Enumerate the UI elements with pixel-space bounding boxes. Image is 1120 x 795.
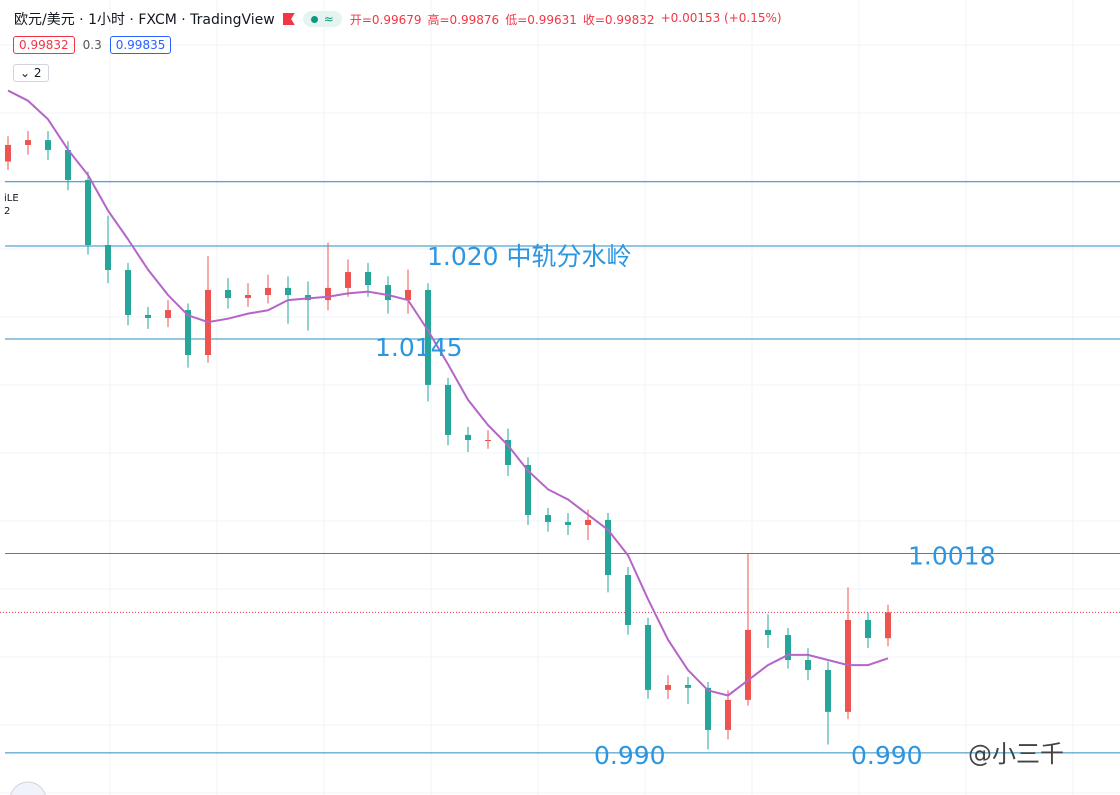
candle-body	[345, 272, 351, 288]
candle-body	[165, 310, 171, 318]
candle-body	[445, 384, 451, 435]
side-label: 2	[4, 206, 11, 217]
candle-body	[745, 629, 751, 700]
candle-body	[425, 289, 431, 385]
candle-body	[65, 150, 71, 180]
candle-body	[105, 245, 111, 271]
header: 欧元/美元 · 1小时 · FXCM · TradingView ≈ 开=0.9…	[14, 9, 782, 29]
buy-price[interactable]: 0.99835	[109, 36, 172, 54]
candle-body	[725, 699, 731, 730]
candle-body	[525, 465, 531, 516]
candle-body	[85, 179, 91, 246]
candle-body	[125, 270, 131, 315]
candle-body	[145, 314, 151, 318]
ohlc-item: 收=0.99832	[582, 12, 655, 27]
ohlc-item: 高=0.99876	[427, 12, 500, 27]
flag-icon[interactable]	[282, 13, 295, 25]
candle-body	[485, 439, 491, 441]
indicator-count: 2	[33, 66, 42, 80]
annotation: 1.020 中轨分水岭	[427, 242, 632, 271]
candle-body	[465, 434, 471, 440]
moving-average	[7, 89, 889, 697]
symbol-title: 欧元/美元 · 1小时 · FXCM · TradingView	[14, 12, 275, 28]
candle-body	[45, 140, 51, 151]
watermark: @小三千	[968, 734, 1064, 769]
candle-body	[25, 140, 31, 145]
candle-body	[865, 619, 871, 639]
candle-body	[185, 310, 191, 356]
sell-price[interactable]: 0.99832	[13, 36, 75, 54]
candle-body	[365, 272, 371, 286]
candle-body	[885, 612, 891, 639]
candle-body	[645, 625, 651, 690]
candle-body	[585, 519, 591, 525]
annotation: 0.990	[594, 741, 666, 770]
candle-body	[765, 629, 771, 635]
side-label: iLE	[4, 193, 19, 204]
candle-body	[825, 669, 831, 712]
annotation: 1.0018	[908, 542, 995, 571]
ohlc-item: 开=0.99679	[349, 12, 422, 27]
logo	[10, 781, 46, 795]
candle-body	[625, 575, 631, 626]
candle-body	[805, 659, 811, 670]
candle-body	[785, 634, 791, 660]
watermark-text: @小三千	[968, 740, 1064, 768]
spread: 0.3	[82, 38, 102, 52]
candle-body	[605, 519, 611, 576]
ohlc-legend: 开=0.99679 高=0.99876 低=0.99631 收=0.99832 +0.0…	[350, 11, 782, 28]
candle-body	[325, 287, 331, 301]
candle-body	[505, 439, 511, 466]
side-labels: iLE 2	[4, 192, 19, 218]
candle-body	[665, 685, 671, 690]
candle-body	[285, 287, 291, 296]
ohlc-item: +0.00153 (+0.15%)	[660, 10, 782, 25]
candle-body	[685, 685, 691, 688]
status-badge[interactable]: ≈	[302, 11, 342, 27]
ohlc-item: 低=0.99631	[505, 12, 577, 27]
candle-body	[5, 144, 11, 162]
candle-body	[565, 521, 571, 525]
indicator-toggle[interactable]: ⌄ 2	[13, 64, 49, 82]
candle-body	[545, 515, 551, 522]
annotation: 0.990	[851, 741, 923, 770]
candle-body	[385, 285, 391, 301]
annotation: 1.0145	[375, 333, 462, 362]
candle-body	[245, 295, 251, 299]
candle-body	[705, 687, 711, 730]
candle-body	[405, 289, 411, 301]
candle-body	[265, 287, 271, 296]
candle-body	[225, 289, 231, 299]
price-boxes: 0.99832 0.3 0.99835	[13, 36, 172, 54]
